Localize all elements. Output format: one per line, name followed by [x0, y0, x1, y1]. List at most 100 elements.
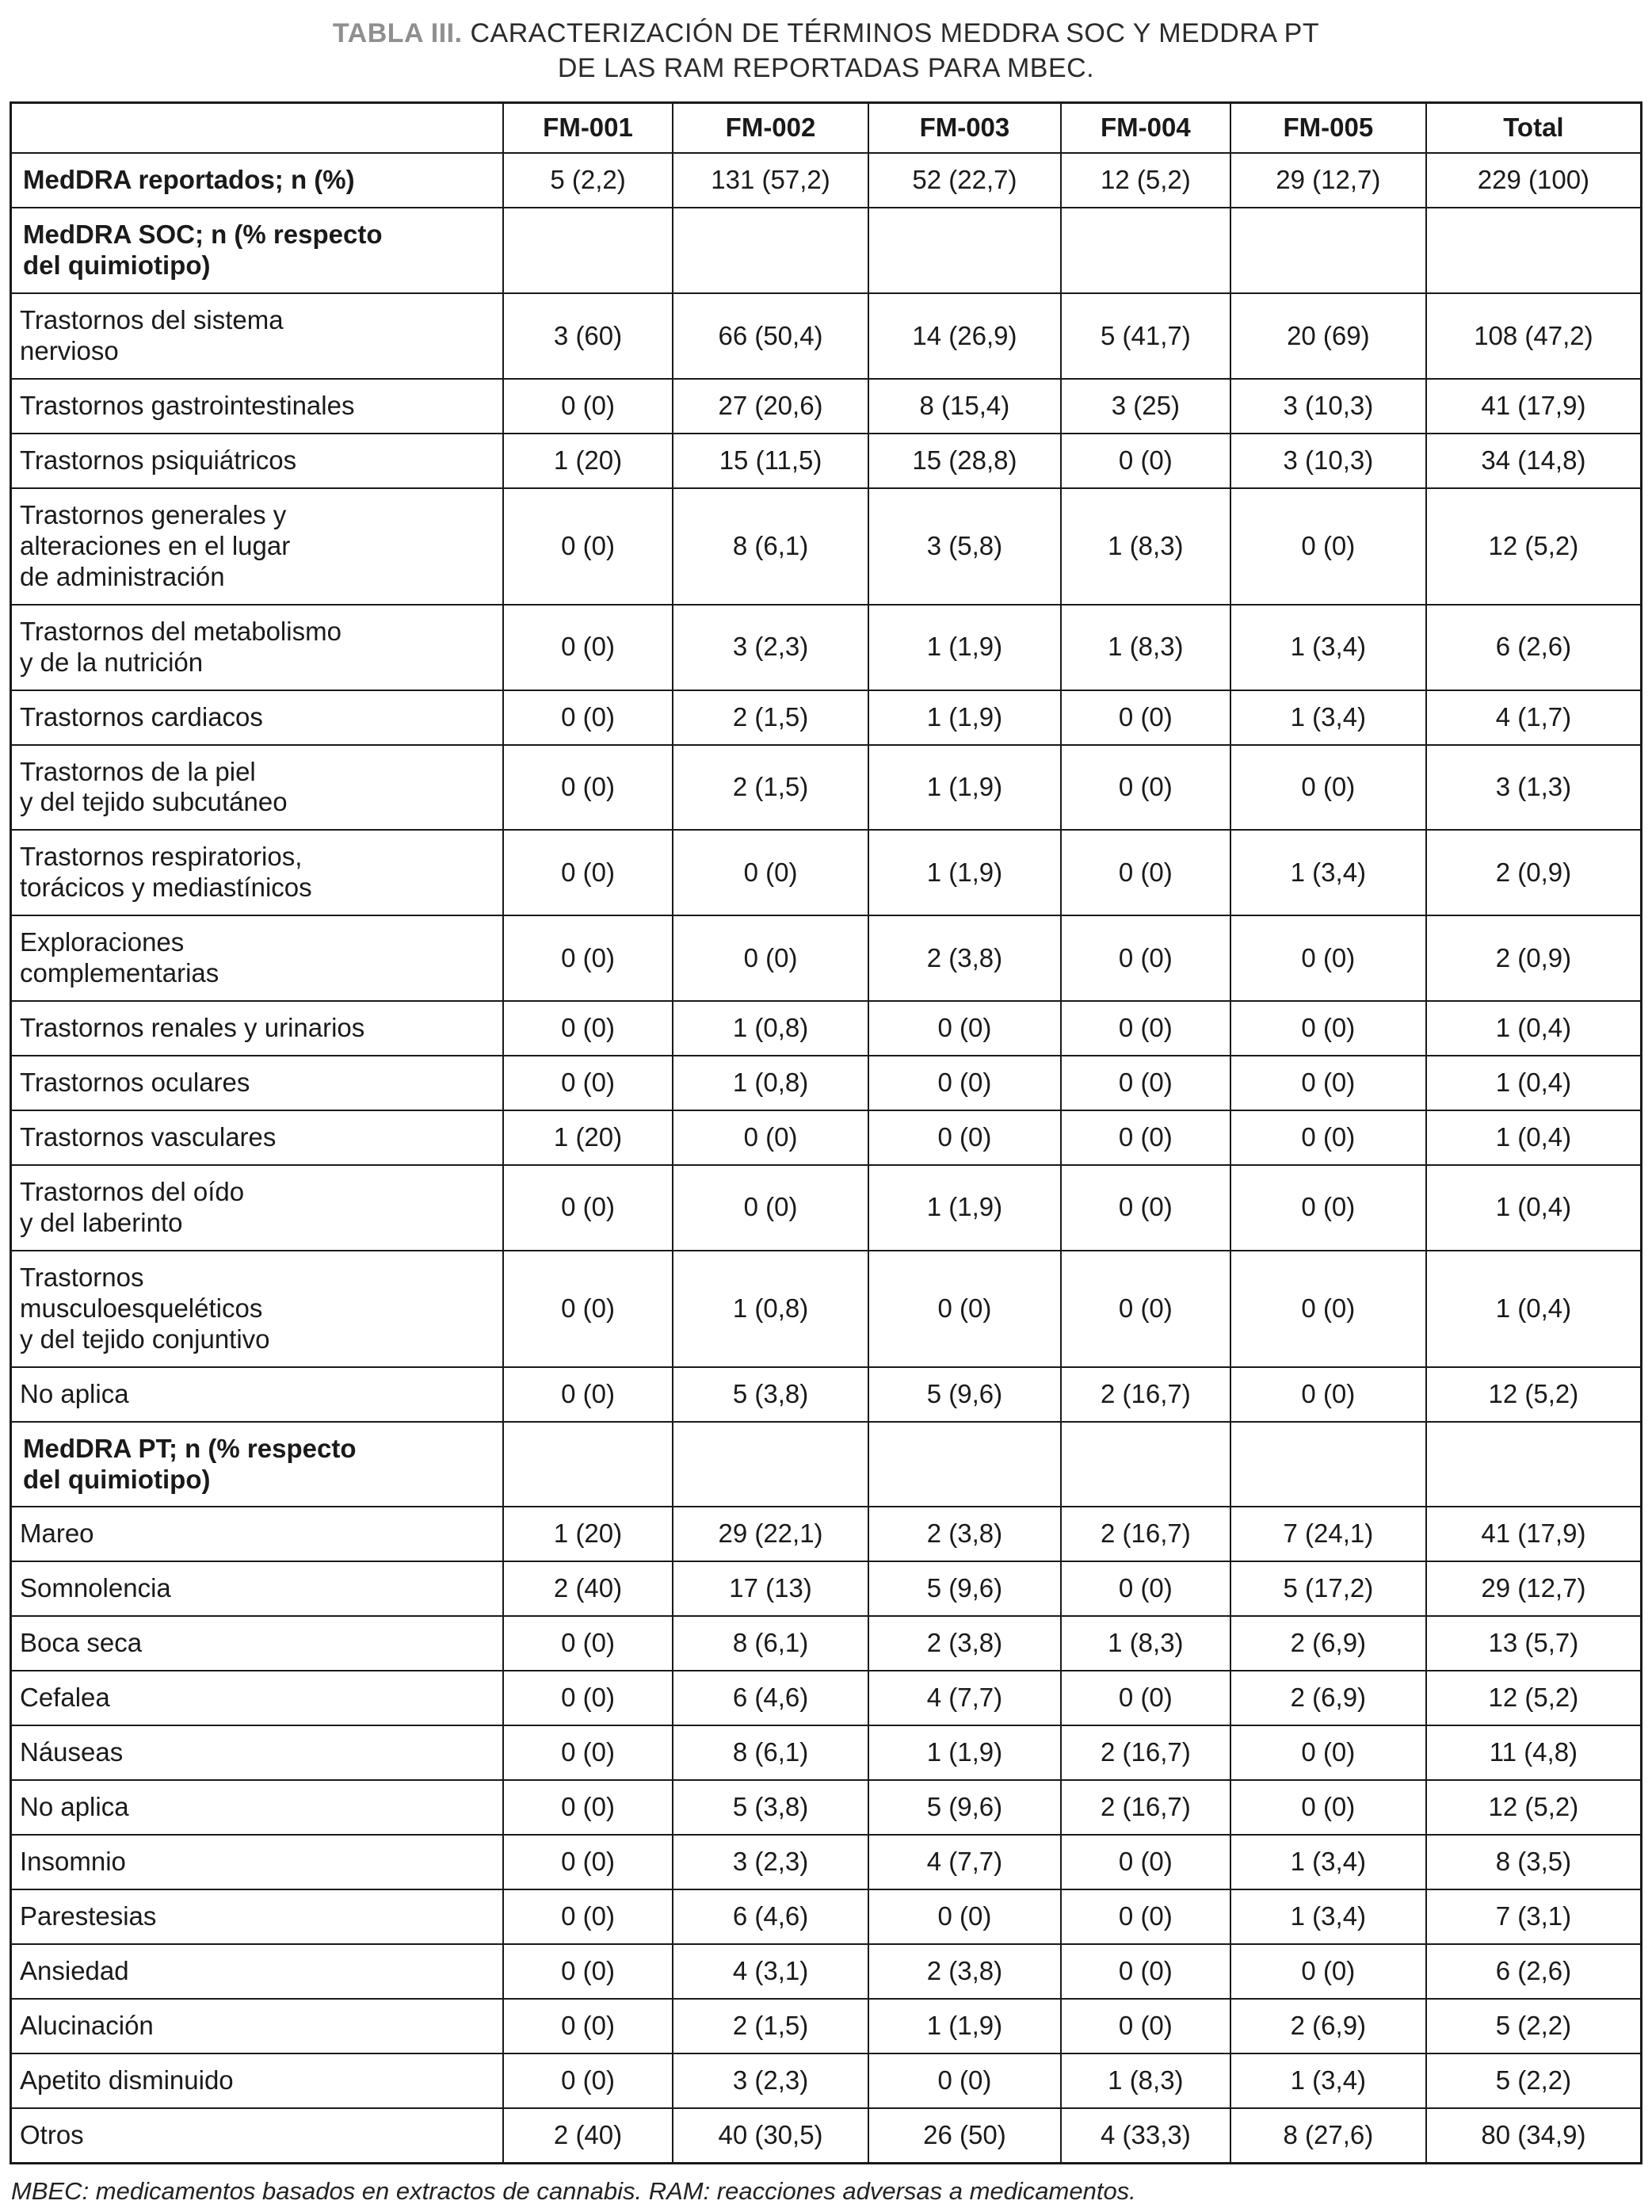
row-label: Insomnio: [10, 1834, 505, 1890]
row-value: 0 (0): [1229, 1000, 1427, 1057]
row-value: 1 (3,4): [1229, 1889, 1427, 1945]
row-value: 14 (26,9): [868, 292, 1062, 380]
row-value: [502, 1420, 674, 1508]
row-value: 2 (40): [502, 1561, 674, 1618]
row-value: 5 (2,2): [502, 152, 674, 209]
row-label: Somnolencia: [10, 1561, 505, 1618]
row-value: 2 (0,9): [1425, 829, 1642, 917]
row-value: 0 (0): [672, 915, 869, 1003]
table-row: Trastornos del oído y del laberinto 0 (0)…: [10, 1163, 1642, 1251]
row-value: 8 (6,1): [672, 487, 869, 606]
row-value: 41 (17,9): [1425, 378, 1642, 434]
row-label: Náuseas: [10, 1725, 505, 1782]
row-value: 0 (0): [502, 1366, 674, 1423]
row-value: 1 (20): [502, 1506, 674, 1563]
table-row: Trastornos gastrointestinales 0 (0) 27 (20…: [10, 378, 1642, 434]
table-row: Apetito disminuido 0 (0) 3 (2,3) 0 (0) 1 (8,…: [10, 2052, 1642, 2109]
row-label: Alucinación: [10, 1997, 505, 2054]
column-header: FM-003: [868, 101, 1062, 155]
row-value: 8 (15,4): [868, 378, 1062, 434]
row-value: 1 (3,4): [1229, 2052, 1427, 2109]
row-value: [1425, 1420, 1642, 1508]
row-value: 1 (0,8): [672, 1055, 869, 1111]
table-row: Trastornos de la piel y del tejido subcu…: [10, 743, 1642, 831]
row-label: MedDRA SOC; n (% respecto del quimiotipo…: [10, 207, 505, 295]
row-value: 0 (0): [868, 1249, 1062, 1368]
row-value: 26 (50): [868, 2107, 1062, 2164]
row-value: 108 (47,2): [1425, 292, 1642, 380]
row-value: 3 (25): [1059, 378, 1231, 434]
row-value: 4 (7,7): [868, 1670, 1062, 1727]
row-value: 29 (22,1): [672, 1506, 869, 1563]
corner-cell: [10, 101, 505, 155]
row-value: 229 (100): [1425, 152, 1642, 209]
row-value: 1 (0,4): [1425, 1000, 1642, 1057]
row-label: Trastornos oculares: [10, 1055, 505, 1111]
row-label: Trastornos vasculares: [10, 1110, 505, 1166]
row-value: 5 (9,6): [868, 1779, 1062, 1836]
footnote: MBEC: medicamentos basados en extractos …: [11, 2176, 1136, 2205]
row-value: 0 (0): [868, 1055, 1062, 1111]
row-value: 1 (3,4): [1229, 829, 1427, 917]
row-label: Mareo: [10, 1506, 505, 1563]
row-value: 0 (0): [1059, 1163, 1231, 1251]
row-label: Trastornos respiratorios, torácicos y me…: [10, 829, 505, 917]
row-value: 7 (24,1): [1229, 1506, 1427, 1563]
row-value: 0 (0): [868, 2052, 1062, 2109]
row-value: 0 (0): [1059, 1834, 1231, 1890]
row-value: [868, 207, 1062, 295]
row-label: MedDRA reportados; n (%): [10, 152, 505, 209]
row-value: 0 (0): [502, 1249, 674, 1368]
row-value: 6 (2,6): [1425, 1943, 1642, 2000]
row-value: 0 (0): [502, 1615, 674, 1672]
row-value: 0 (0): [1229, 1110, 1427, 1166]
row-value: 5 (17,2): [1229, 1561, 1427, 1618]
row-value: 0 (0): [502, 829, 674, 917]
row-value: 0 (0): [502, 1834, 674, 1890]
row-value: 0 (0): [1059, 1110, 1231, 1166]
row-value: 12 (5,2): [1425, 487, 1642, 606]
row-value: 0 (0): [868, 1110, 1062, 1166]
row-value: 2 (16,7): [1059, 1366, 1231, 1423]
column-header: Total: [1425, 101, 1642, 155]
row-label: No aplica: [10, 1366, 505, 1423]
row-value: 0 (0): [502, 1670, 674, 1727]
row-value: 1 (20): [502, 1110, 674, 1166]
table-row: Trastornos vasculares 1 (20) 0 (0) 0 (0) 0 (…: [10, 1110, 1642, 1166]
row-value: 2 (16,7): [1059, 1779, 1231, 1836]
row-value: 0 (0): [672, 829, 869, 917]
row-value: 5 (2,2): [1425, 1997, 1642, 2054]
row-value: 6 (4,6): [672, 1670, 869, 1727]
row-value: 0 (0): [1229, 1249, 1427, 1368]
row-value: [672, 1420, 869, 1508]
row-value: 0 (0): [1229, 743, 1427, 831]
table-title-label: TABLA III.: [332, 18, 463, 48]
row-value: 1 (1,9): [868, 1725, 1062, 1782]
row-value: 12 (5,2): [1059, 152, 1231, 209]
row-value: 1 (0,4): [1425, 1110, 1642, 1166]
row-value: 0 (0): [1059, 829, 1231, 917]
row-value: 11 (4,8): [1425, 1725, 1642, 1782]
row-value: 3 (1,3): [1425, 743, 1642, 831]
row-value: 0 (0): [1229, 1943, 1427, 2000]
row-label: Cefalea: [10, 1670, 505, 1727]
table-row: No aplica 0 (0) 5 (3,8) 5 (9,6) 2 (16,7) 0 (0…: [10, 1779, 1642, 1836]
row-value: 1 (0,8): [672, 1249, 869, 1368]
row-value: 6 (2,6): [1425, 603, 1642, 691]
row-value: 1 (20): [502, 432, 674, 489]
row-value: 1 (3,4): [1229, 1834, 1427, 1890]
row-label: Trastornos gastrointestinales: [10, 378, 505, 434]
row-value: 1 (8,3): [1059, 1615, 1231, 1672]
column-header: FM-005: [1229, 101, 1427, 155]
row-value: 3 (10,3): [1229, 432, 1427, 489]
row-value: [672, 207, 869, 295]
row-value: [1059, 1420, 1231, 1508]
row-label: Trastornos del sistema nervioso: [10, 292, 505, 380]
meddra-table: FM-001 FM-002 FM-003 FM-004 FM-005 Total MedD…: [10, 101, 1642, 2164]
row-value: 0 (0): [1059, 915, 1231, 1003]
row-value: [1229, 207, 1427, 295]
row-value: 4 (7,7): [868, 1834, 1062, 1890]
table-row: MedDRA reportados; n (%) 5 (2,2) 131 (57,2…: [10, 152, 1642, 209]
row-value: 0 (0): [1229, 1366, 1427, 1423]
row-value: 1 (1,9): [868, 1163, 1062, 1251]
